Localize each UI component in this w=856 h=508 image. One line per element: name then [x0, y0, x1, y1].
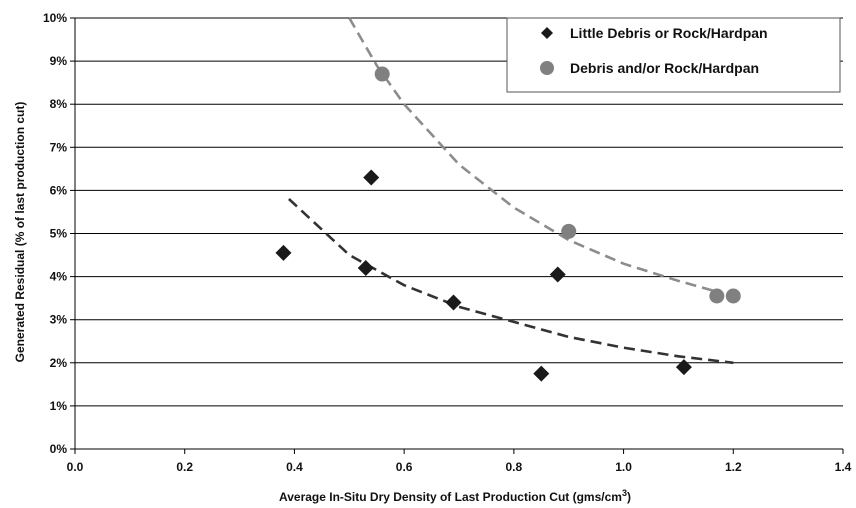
data-point-diamond — [363, 169, 380, 186]
data-point-diamond — [357, 259, 374, 276]
data-point-diamond — [275, 244, 292, 261]
x-tick-label: 0.0 — [67, 460, 84, 474]
y-tick-label: 6% — [50, 183, 68, 197]
x-tick-label: 1.4 — [835, 460, 852, 474]
y-tick-label: 9% — [50, 54, 68, 68]
legend-circle-marker — [540, 61, 554, 75]
x-tick-label: 1.2 — [725, 460, 742, 474]
y-tick-label: 0% — [50, 442, 68, 456]
x-tick-label: 0.8 — [506, 460, 523, 474]
y-tick-label: 5% — [50, 227, 68, 241]
legend: Little Debris or Rock/Hardpan Debris and… — [506, 17, 841, 93]
x-axis-title-suffix: ) — [627, 490, 631, 504]
y-axis-title: Generated Residual (% of last production… — [13, 102, 27, 363]
x-tick-label: 0.4 — [286, 460, 303, 474]
data-point-circle — [709, 288, 725, 304]
x-axis-title: Average In-Situ Dry Density of Last Prod… — [279, 488, 631, 504]
data-point-circle — [561, 223, 577, 239]
y-tick-label: 10% — [43, 11, 67, 25]
trendline-little-debris — [288, 198, 734, 365]
axes — [70, 17, 844, 454]
data-point-diamond — [675, 359, 692, 376]
x-tick-label: 0.6 — [396, 460, 413, 474]
data-point-diamond — [549, 266, 566, 283]
tick-labels: 0% 1% 2% 3% 4% 5% 6% 7% 8% 9% 10% 0.0 0.2 0.4 0.6 0.8 1.… — [43, 11, 852, 474]
legend-box — [506, 17, 841, 93]
data-point-circle — [725, 288, 741, 304]
x-tick-label: 0.2 — [176, 460, 193, 474]
y-tick-label: 7% — [50, 140, 68, 154]
x-tick-label: 1.0 — [615, 460, 632, 474]
x-axis-title-main: Average In-Situ Dry Density of Last Prod… — [279, 490, 622, 504]
y-tick-label: 3% — [50, 313, 68, 327]
x-axis-title-superscript: 3 — [622, 488, 627, 498]
legend-label-debris-rock: Debris and/or Rock/Hardpan — [570, 60, 759, 76]
legend-diamond-marker — [541, 27, 553, 39]
data-points — [275, 66, 741, 382]
y-tick-label: 8% — [50, 97, 68, 111]
data-point-circle — [374, 66, 390, 82]
legend-label-little-debris: Little Debris or Rock/Hardpan — [570, 25, 768, 41]
y-tick-label: 1% — [50, 399, 68, 413]
y-tick-label: 4% — [50, 270, 68, 284]
data-point-diamond — [533, 365, 550, 382]
data-point-diamond — [445, 294, 462, 311]
y-tick-label: 2% — [50, 356, 68, 370]
